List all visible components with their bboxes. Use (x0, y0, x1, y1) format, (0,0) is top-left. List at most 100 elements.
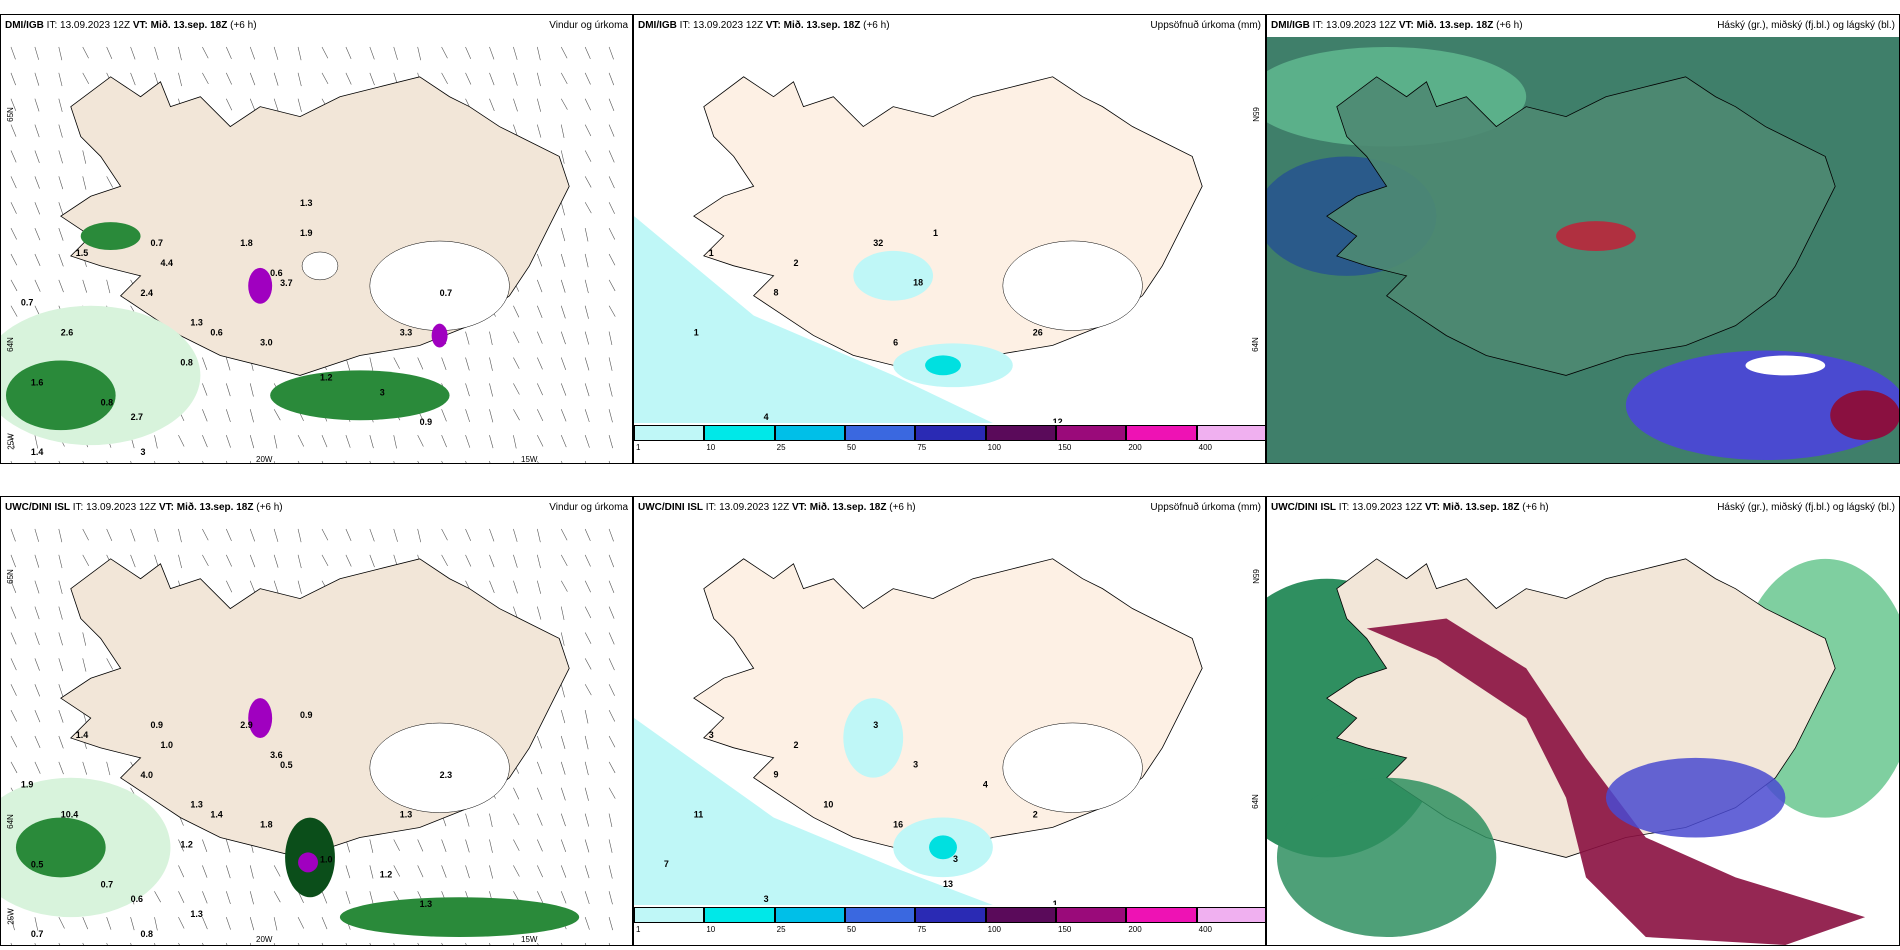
colorbar-swatch (1196, 907, 1265, 923)
panel-header: DMI/IGB IT: 13.09.2023 12Z VT: Mið. 13.s… (634, 15, 1265, 37)
colorbar-swatch (634, 907, 705, 923)
wind-barb (393, 865, 401, 877)
wind-barb (154, 917, 158, 931)
wind-barb (10, 176, 17, 189)
wind-barb (249, 383, 254, 397)
wind-barb (273, 917, 278, 931)
low-cloud-central (1556, 221, 1636, 251)
wind-barb (584, 839, 590, 853)
wind-barb (226, 460, 228, 463)
wind-barb (608, 839, 613, 853)
wind-barb (441, 528, 448, 541)
precip-value-label: 0.8 (141, 929, 153, 939)
wind-barb (10, 227, 17, 240)
wind-barb (321, 435, 328, 448)
cloud-map (1267, 519, 1899, 945)
wind-barb (10, 150, 17, 163)
precip-value-label: 0.6 (131, 894, 143, 904)
wind-barb (249, 554, 256, 568)
wind-barb (345, 460, 347, 463)
wind-barb (537, 357, 543, 370)
wind-barb (489, 331, 493, 346)
wind-barb (321, 460, 324, 463)
wind-barb (537, 46, 541, 61)
wind-barb (58, 46, 63, 61)
lat-label-64n: 64N (5, 814, 15, 829)
wind-barb (154, 460, 156, 463)
wind-barb (608, 735, 616, 748)
map-area (1267, 37, 1899, 463)
lead-time: (+6 h) (230, 20, 257, 31)
wind-barb (369, 839, 374, 853)
precip-value-label: 1 (1122, 904, 1127, 905)
wind-barb (297, 580, 302, 594)
precip-value-label: 0.9 (151, 720, 163, 730)
wind-barb (560, 72, 568, 85)
wind-barb (34, 658, 40, 671)
wind-barb (608, 554, 615, 568)
precip-label-layer: 1.3 0.7 0.6 0.6 0.7 0.8 3 3 0.7 0.8 1.9 4.4 3.7 3.0 2.… (21, 198, 452, 457)
wind-precip-map: 1.3 0.7 0.6 0.6 0.7 0.8 3 3 0.7 0.8 1.9 4.4 3.7 3.0 2.… (1, 46, 616, 463)
wind-barb (34, 150, 40, 163)
wind-barb (226, 580, 233, 593)
model-name: UWC/DINI ISL (5, 502, 70, 513)
wind-barb (154, 528, 159, 542)
wind-barb (513, 331, 520, 344)
panel-dmi-accum: DMI/IGB IT: 13.09.2023 12Z VT: Mið. 13.s… (633, 14, 1266, 464)
wind-barb (297, 891, 304, 903)
wind-barb (513, 357, 520, 369)
colorbar-tick: 1 (636, 925, 641, 934)
precip-value-label: 1.2 (180, 839, 192, 849)
wind-barb (202, 357, 208, 371)
wind-barb (58, 710, 64, 723)
wind-barb (584, 528, 591, 541)
wind-barb (608, 150, 615, 163)
wind-barb (537, 891, 544, 903)
wind-barb (441, 46, 448, 59)
wind-barb (584, 228, 589, 242)
wind-barb (537, 383, 543, 396)
wind-barb (513, 580, 518, 594)
precip-value-label: 1.9 (300, 228, 312, 238)
precip-value-label: 3.0 (260, 338, 272, 348)
wind-barb (584, 580, 591, 593)
precip-value-label: 10.4 (61, 810, 78, 820)
colorbar-tick: 150 (1058, 925, 1072, 934)
wind-barb (34, 709, 41, 723)
precip-value-label: 2.4 (141, 288, 153, 298)
wind-barb (465, 942, 467, 945)
glacier-vatnajokull (369, 722, 510, 813)
wind-barb (321, 891, 328, 904)
wind-barb (537, 580, 542, 594)
wind-barb (513, 46, 518, 60)
wind-barb (537, 409, 544, 421)
precip-w (80, 222, 141, 250)
wind-barb (34, 279, 41, 292)
wind-barb (58, 606, 63, 620)
wind-barb (10, 917, 15, 931)
wind-barb (202, 409, 208, 422)
wind-barb (34, 942, 36, 945)
wind-barb (10, 658, 17, 671)
wind-barb (178, 554, 182, 569)
wind-barb (560, 787, 566, 801)
map-area: 1218614512322618 (634, 37, 1265, 423)
wind-barb (393, 46, 398, 60)
wind-barb (273, 554, 279, 568)
wind-barb (202, 460, 204, 463)
wind-barb (560, 813, 566, 827)
wind-barb (202, 891, 208, 904)
wind-barb (537, 305, 543, 319)
wind-barb (226, 409, 231, 423)
wind-barb (560, 98, 568, 110)
wind-barb (10, 684, 17, 696)
precip-value-label: 0.7 (440, 288, 452, 298)
wind-barb (393, 839, 400, 851)
precip-value-label: 1 (1053, 899, 1058, 905)
lead-time: (+6 h) (889, 502, 916, 513)
valid-time-label: VT: (765, 20, 781, 31)
lat-label-64n: 64N (5, 337, 15, 352)
wind-barb (560, 383, 567, 396)
wind-barb (465, 865, 470, 879)
colorbar-swatch (985, 907, 1056, 923)
